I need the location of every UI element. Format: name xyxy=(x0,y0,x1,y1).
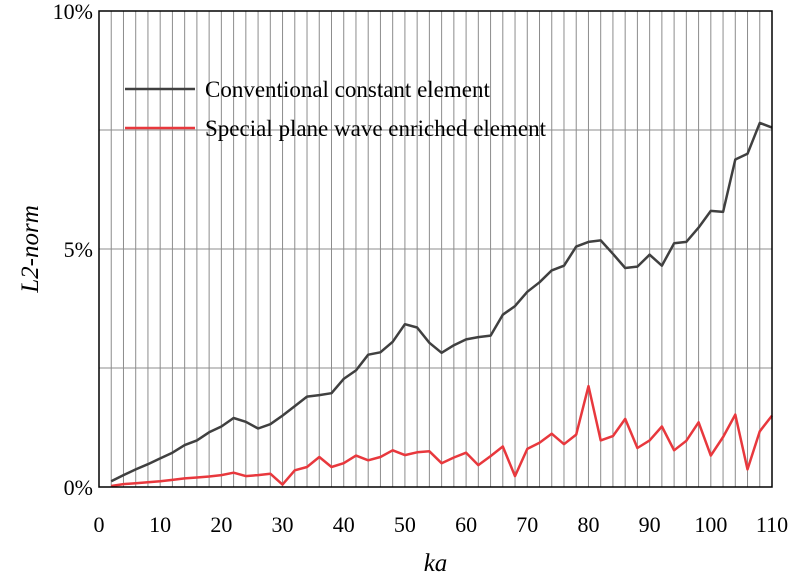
y-axis-ticks: 0% 5% 10% xyxy=(53,0,93,500)
series-line-special xyxy=(111,384,773,488)
x-tick-label: 90 xyxy=(639,512,661,537)
x-tick-label: 100 xyxy=(694,512,727,537)
y-tick-label: 10% xyxy=(53,0,93,24)
x-tick-label: 10 xyxy=(149,512,171,537)
x-tick-label: 0 xyxy=(94,512,105,537)
x-tick-label: 70 xyxy=(516,512,538,537)
y-axis-title: L2-norm xyxy=(17,205,44,294)
legend-label-conventional: Conventional constant element xyxy=(205,77,490,102)
y-tick-label: 5% xyxy=(64,237,93,262)
plot-frame xyxy=(98,10,773,488)
legend: Conventional constant element Special pl… xyxy=(125,77,547,141)
series-layer xyxy=(110,121,773,488)
x-tick-label: 60 xyxy=(455,512,477,537)
grid xyxy=(99,11,772,487)
x-axis-ticks: 0 10 20 30 40 50 60 70 80 90 100 110 xyxy=(94,512,789,537)
x-tick-label: 110 xyxy=(756,512,788,537)
x-tick-label: 30 xyxy=(272,512,294,537)
x-tick-label: 80 xyxy=(577,512,599,537)
legend-label-special: Special plane wave enriched element xyxy=(205,116,547,141)
series-line-conventional xyxy=(110,121,773,483)
x-tick-label: 20 xyxy=(210,512,232,537)
x-axis-title: ka xyxy=(424,550,448,577)
x-tick-label: 50 xyxy=(394,512,416,537)
x-tick-label: 40 xyxy=(333,512,355,537)
y-tick-label: 0% xyxy=(64,475,93,500)
